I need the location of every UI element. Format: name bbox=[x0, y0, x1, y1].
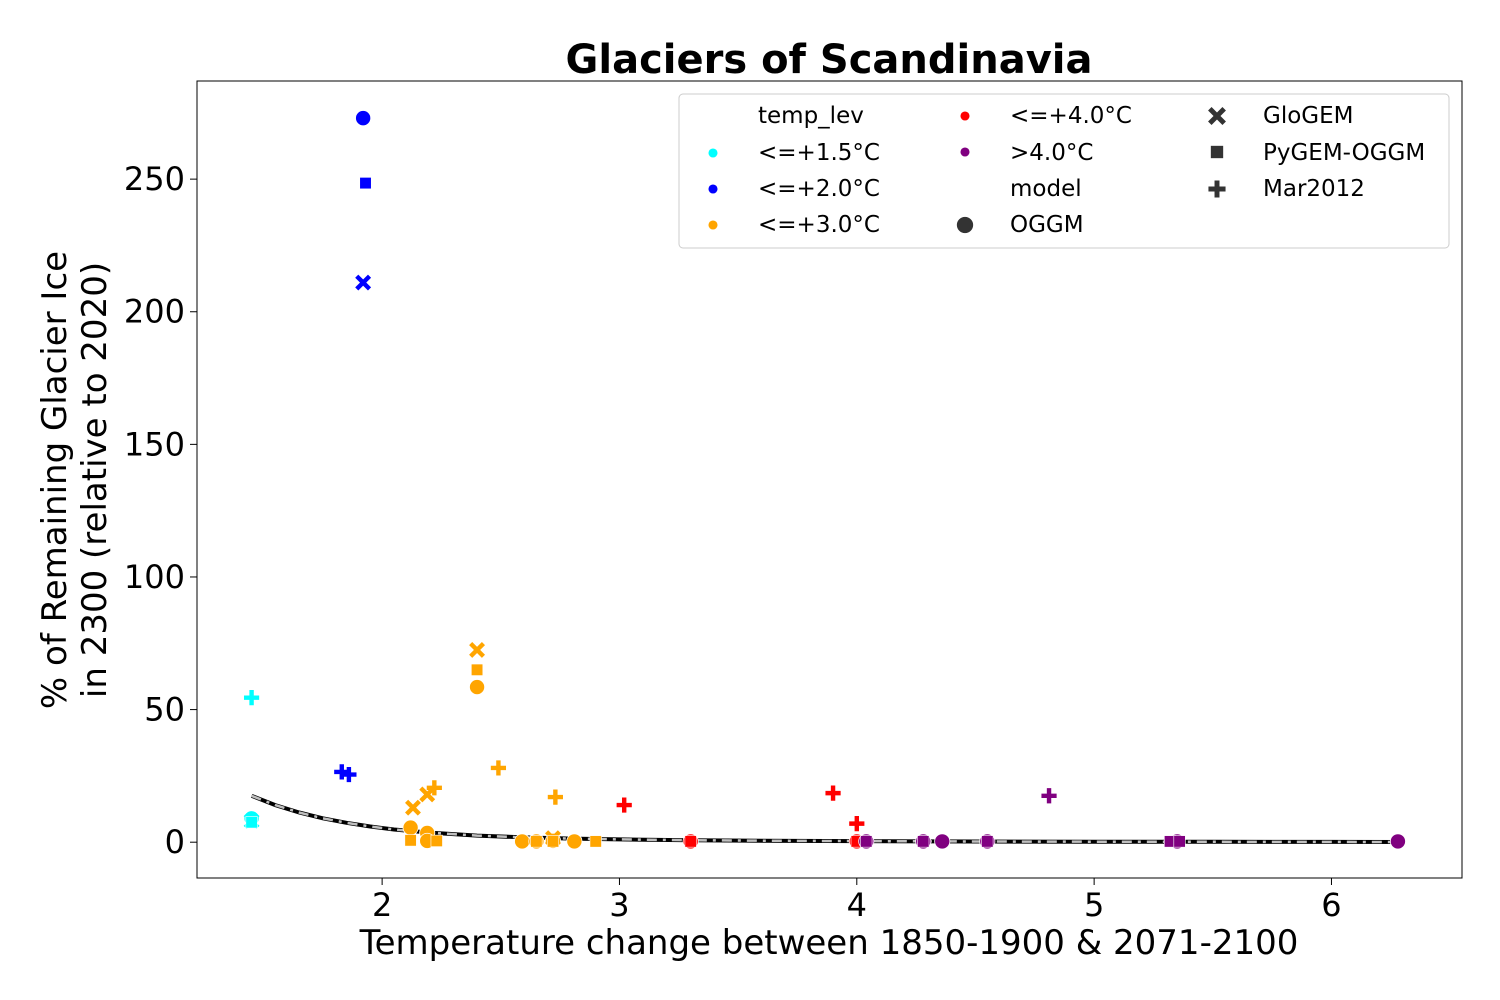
y-tick-label: 200 bbox=[124, 293, 185, 331]
legend-marker-temp-4 bbox=[959, 146, 971, 158]
y-axis-label-line2: in 2300 (relative to 2020) bbox=[75, 262, 115, 698]
legend-box bbox=[678, 93, 1450, 249]
legend-label-model-0: OGGM bbox=[1010, 212, 1084, 238]
legend-marker-model-0 bbox=[956, 216, 974, 234]
data-point-pygem-oggm-43 bbox=[860, 835, 873, 848]
legend-title-model: model bbox=[1010, 176, 1082, 202]
x-tick-label: 6 bbox=[1321, 886, 1341, 924]
legend-marker-temp-3 bbox=[959, 110, 971, 122]
data-point-pygem-oggm-22 bbox=[430, 834, 443, 847]
data-point-mar2012-36 bbox=[849, 816, 865, 832]
data-point-oggm-42 bbox=[1389, 833, 1406, 850]
data-point-glogem-5 bbox=[355, 274, 372, 291]
y-tick-label: 0 bbox=[165, 823, 185, 861]
y-axis-label: % of Remaining Glacier Ice in 2300 (rela… bbox=[35, 251, 115, 709]
legend-label-model-2: PyGEM-OGGM bbox=[1263, 140, 1425, 166]
legend-marker-temp-2 bbox=[707, 219, 719, 231]
data-point-mar2012-48 bbox=[1041, 788, 1057, 804]
data-point-pygem-oggm-24 bbox=[530, 835, 543, 848]
y-axis-label-line1: % of Remaining Glacier Ice bbox=[35, 251, 75, 709]
data-point-glogem-17 bbox=[405, 799, 421, 816]
legend-marker-temp-0 bbox=[707, 147, 719, 159]
legend-label-temp-2: <=+3.0°C bbox=[758, 212, 880, 238]
x-tick-label: 4 bbox=[847, 886, 867, 924]
legend-label-model-1: GloGEM bbox=[1263, 103, 1353, 129]
data-point-mar2012-29 bbox=[547, 789, 563, 805]
x-tick-label: 5 bbox=[1084, 886, 1104, 924]
data-point-mar2012-8 bbox=[341, 766, 357, 783]
data-point-mar2012-34 bbox=[616, 797, 632, 813]
legend-label-temp-0: <=+1.5°C bbox=[758, 140, 880, 166]
data-point-mar2012-3 bbox=[243, 690, 260, 706]
legend-label-model-3: Mar2012 bbox=[1263, 176, 1365, 202]
chart-title: Glaciers of Scandinavia bbox=[566, 37, 1093, 83]
data-points-layer bbox=[243, 110, 1406, 850]
legend-marker-model-1 bbox=[1208, 107, 1226, 125]
data-point-pygem-oggm-21 bbox=[404, 834, 417, 847]
legend: temp_lev <=+1.5°C <=+2.0°C <=+3.0°C <=+4… bbox=[678, 93, 1450, 249]
data-point-mar2012-28 bbox=[490, 760, 507, 776]
data-point-mar2012-27 bbox=[426, 780, 442, 796]
legend-label-temp-3: <=+4.0°C bbox=[1010, 103, 1132, 129]
data-point-pygem-oggm-47 bbox=[1173, 835, 1186, 848]
data-point-oggm-4 bbox=[355, 110, 372, 127]
data-point-oggm-39 bbox=[934, 833, 951, 850]
y-tick-label: 100 bbox=[124, 558, 185, 596]
data-point-pygem-oggm-44 bbox=[917, 835, 930, 848]
legend-marker-model-2 bbox=[1210, 145, 1224, 159]
y-tick-label: 50 bbox=[144, 691, 185, 729]
legend-marker-temp-1 bbox=[707, 183, 719, 195]
data-point-oggm-9 bbox=[402, 819, 419, 836]
data-point-pygem-oggm-32 bbox=[684, 835, 697, 848]
data-point-pygem-oggm-25 bbox=[546, 835, 560, 848]
data-point-pygem-oggm-6 bbox=[359, 177, 372, 190]
legend-marker-model-3 bbox=[1208, 180, 1226, 198]
x-tick-label: 3 bbox=[609, 886, 629, 924]
y-tick-label: 150 bbox=[124, 425, 185, 463]
x-tick-label: 2 bbox=[372, 886, 392, 924]
data-point-mar2012-35 bbox=[825, 785, 841, 801]
axes-layer: 2 3 4 5 6 0 50 100 150 200 250 bbox=[124, 160, 1342, 924]
data-point-pygem-oggm-45 bbox=[981, 835, 994, 848]
data-point-pygem-oggm-26 bbox=[589, 835, 602, 848]
data-point-glogem-18 bbox=[419, 786, 436, 803]
legend-title-temp: temp_lev bbox=[758, 103, 864, 129]
y-tick-label: 250 bbox=[124, 160, 185, 198]
legend-label-temp-4: >4.0°C bbox=[1010, 140, 1093, 166]
data-point-pygem-oggm-23 bbox=[470, 663, 484, 676]
legend-label-temp-1: <=+2.0°C bbox=[758, 176, 880, 202]
x-axis-label: Temperature change between 1850-1900 & 2… bbox=[359, 923, 1299, 963]
data-point-oggm-12 bbox=[469, 679, 486, 696]
legend-markers bbox=[707, 107, 1226, 234]
data-point-glogem-19 bbox=[469, 641, 486, 658]
data-point-oggm-16 bbox=[566, 833, 583, 850]
data-point-pygem-oggm-2 bbox=[245, 816, 258, 829]
data-point-oggm-13 bbox=[514, 833, 531, 850]
